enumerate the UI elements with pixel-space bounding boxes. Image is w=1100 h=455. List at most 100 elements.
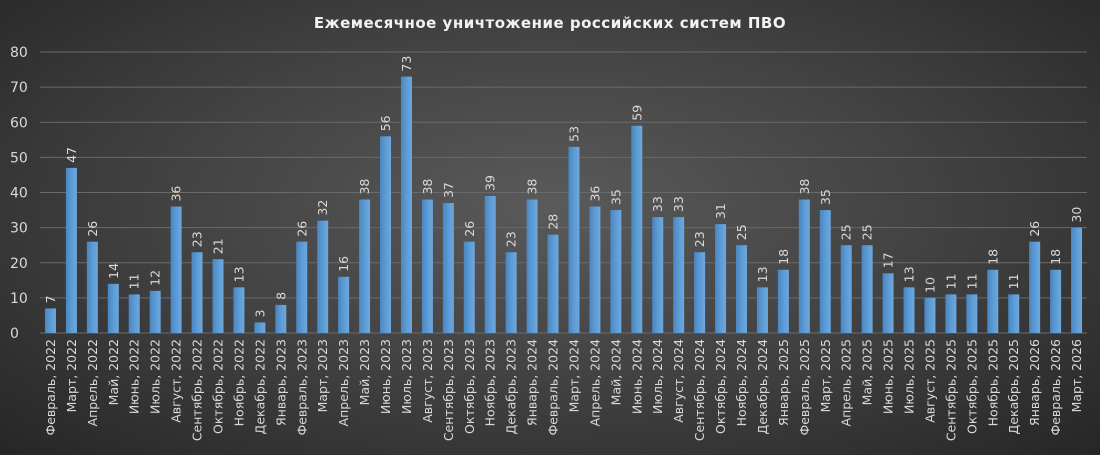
x-tick-label: Сентябрь, 2023: [441, 339, 456, 441]
bar: [526, 199, 538, 333]
x-tick-label: Октябрь, 2023: [462, 339, 477, 434]
bar: [463, 241, 475, 333]
bar: [610, 210, 622, 333]
bar: [903, 287, 915, 333]
x-tick-label: Февраль, 2022: [43, 339, 58, 436]
bar: [338, 276, 350, 333]
data-label: 25: [734, 224, 749, 240]
x-tick-label: Февраль, 2025: [797, 339, 812, 436]
data-label: 38: [525, 179, 540, 195]
data-label: 21: [210, 238, 225, 254]
x-tick-label: Июнь, 2025: [881, 339, 896, 414]
x-tick-label: Январь, 2025: [776, 339, 791, 426]
x-tick-label: Май, 2024: [608, 339, 623, 405]
data-label: 11: [943, 273, 958, 289]
bar: [149, 290, 161, 333]
data-label: 56: [378, 115, 393, 131]
data-label: 33: [671, 196, 686, 212]
x-tick-label: Февраль, 2026: [1048, 339, 1063, 436]
bar: [359, 199, 371, 333]
x-tick-label: Сентябрь, 2025: [943, 339, 958, 441]
x-tick-label: Июль, 2024: [650, 339, 665, 414]
bar: [317, 220, 329, 333]
x-tick-label: Ноябрь, 2025: [985, 339, 1000, 426]
data-label: 23: [504, 231, 519, 247]
bar: [652, 217, 664, 333]
data-label: 73: [399, 56, 414, 72]
x-tick-label: Июль, 2025: [902, 339, 917, 414]
data-label: 53: [566, 126, 581, 142]
data-label: 7: [43, 295, 58, 303]
y-tick-label: 80: [10, 45, 28, 61]
y-tick-label: 40: [10, 186, 28, 202]
x-tick-label: Май, 2025: [860, 339, 875, 405]
data-label: 25: [839, 224, 854, 240]
bar: [589, 206, 601, 333]
x-tick-label: Март, 2023: [315, 339, 330, 412]
data-label: 35: [818, 189, 833, 205]
data-label: 18: [985, 249, 1000, 265]
data-label: 14: [106, 263, 121, 279]
data-label: 13: [231, 266, 246, 282]
data-label: 38: [797, 179, 812, 195]
x-tick-label: Март, 2026: [1069, 339, 1084, 412]
data-label: 18: [776, 249, 791, 265]
data-label: 26: [1027, 221, 1042, 237]
x-tick-label: Январь, 2023: [273, 339, 288, 426]
data-label: 30: [1069, 207, 1084, 223]
x-tick-label: Май, 2023: [357, 339, 372, 405]
bar: [694, 252, 706, 333]
bar: [861, 245, 873, 333]
data-label: 26: [462, 221, 477, 237]
bar: [44, 308, 56, 333]
data-label: 39: [483, 175, 498, 191]
x-tick-label: Декабрь, 2024: [755, 339, 770, 434]
bar: [1029, 241, 1041, 333]
bar: [505, 252, 517, 333]
x-tick-label: Апрель, 2023: [336, 339, 351, 426]
x-tick-label: Июнь, 2023: [378, 339, 393, 414]
bar: [442, 203, 454, 333]
bar: [756, 287, 768, 333]
bar: [715, 224, 727, 333]
y-tick-label: 60: [10, 115, 28, 131]
bar: [1050, 269, 1062, 333]
data-label: 36: [587, 186, 602, 202]
x-tick-label: Август, 2025: [922, 339, 937, 423]
bar: [128, 294, 140, 333]
chart-title: Ежемесячное уничтожение российских систе…: [314, 14, 786, 32]
x-tick-label: Март, 2024: [566, 339, 581, 412]
data-label: 13: [755, 266, 770, 282]
data-label: 17: [881, 252, 896, 268]
bar: [819, 210, 831, 333]
data-label: 31: [713, 203, 728, 219]
bar: [233, 287, 245, 333]
x-tick-label: Апрель, 2022: [85, 339, 100, 426]
x-tick-label: Июнь, 2022: [127, 339, 142, 414]
bar: [547, 234, 559, 333]
x-tick-label: Март, 2025: [818, 339, 833, 412]
x-tick-label: Ноябрь, 2024: [734, 339, 749, 426]
bar: [254, 322, 266, 333]
y-tick-label: 30: [10, 221, 28, 237]
bar: [882, 273, 894, 333]
bar: [735, 245, 747, 333]
x-tick-label: Февраль, 2023: [294, 339, 309, 436]
x-tick-label: Сентябрь, 2022: [190, 339, 205, 441]
data-label: 16: [336, 256, 351, 272]
x-tick-label: Март, 2022: [64, 339, 79, 412]
data-label: 3: [252, 310, 267, 318]
bar: [421, 199, 433, 333]
data-label: 47: [64, 147, 79, 163]
bar: [945, 294, 957, 333]
bar: [170, 206, 182, 333]
y-tick-label: 20: [10, 256, 28, 272]
bar: [798, 199, 810, 333]
bar: [987, 269, 999, 333]
bar: [631, 125, 643, 333]
x-tick-label: Август, 2022: [169, 339, 184, 423]
data-label: 23: [190, 231, 205, 247]
x-tick-label: Ноябрь, 2023: [483, 339, 498, 426]
bar: [65, 167, 77, 333]
